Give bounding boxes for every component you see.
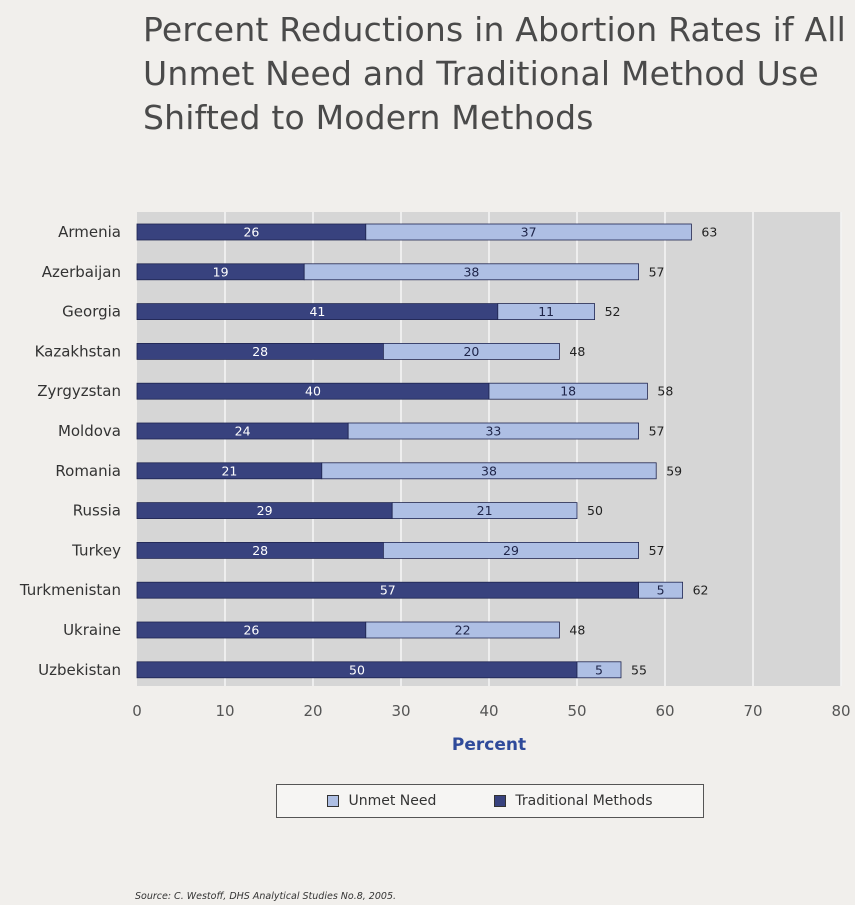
category-label-4: Zyrgyzstan bbox=[37, 382, 121, 400]
x-tick-label-40: 40 bbox=[479, 702, 498, 720]
category-label-0: Armenia bbox=[58, 223, 121, 241]
bar-unmet-9 bbox=[638, 581, 683, 599]
data-label-traditional-10: 26 bbox=[243, 623, 259, 638]
data-label-unmet-0: 37 bbox=[521, 225, 537, 240]
legend-label-traditional-methods: Traditional Methods bbox=[515, 793, 653, 809]
data-label-total-10: 48 bbox=[569, 623, 585, 638]
data-label-total-0: 63 bbox=[701, 225, 717, 240]
category-label-1: Azerbaijan bbox=[42, 263, 121, 281]
legend-item-unmet-need: Unmet Need bbox=[327, 793, 436, 809]
data-label-traditional-8: 28 bbox=[252, 543, 268, 558]
legend: Unmet Need Traditional Methods bbox=[276, 784, 704, 818]
data-label-unmet-8: 29 bbox=[503, 543, 519, 558]
data-label-traditional-0: 26 bbox=[243, 225, 259, 240]
data-label-unmet-5: 33 bbox=[485, 424, 501, 439]
data-label-traditional-1: 19 bbox=[213, 264, 229, 279]
bar-unmet-3 bbox=[382, 342, 560, 360]
data-label-traditional-2: 41 bbox=[309, 304, 325, 319]
data-label-total-6: 59 bbox=[666, 463, 682, 478]
data-label-unmet-9: 5 bbox=[657, 583, 665, 598]
chart-title: Percent Reductions in Abortion Rates if … bbox=[143, 8, 848, 140]
category-label-10: Ukraine bbox=[63, 621, 121, 639]
data-label-unmet-3: 20 bbox=[463, 344, 479, 359]
x-tick-label-10: 10 bbox=[215, 702, 234, 720]
data-label-traditional-5: 24 bbox=[235, 424, 251, 439]
data-label-total-2: 52 bbox=[605, 304, 621, 319]
x-tick-label-60: 60 bbox=[655, 702, 674, 720]
data-label-total-4: 58 bbox=[657, 384, 673, 399]
legend-label-unmet-need: Unmet Need bbox=[348, 793, 437, 809]
data-label-traditional-3: 28 bbox=[252, 344, 268, 359]
category-label-11: Uzbekistan bbox=[38, 661, 121, 679]
legend-swatch-unmet-need bbox=[327, 795, 340, 807]
y-axis-labels: Armenia Azerbaijan Georgia Kazakhstan Zyrgyz… bbox=[19, 223, 121, 679]
data-label-total-9: 62 bbox=[693, 583, 709, 598]
x-tick-label-50: 50 bbox=[567, 702, 586, 720]
bar-unmet-2 bbox=[497, 303, 595, 321]
data-label-unmet-2: 11 bbox=[538, 304, 554, 319]
title-line-1: Percent Reductions in Abortion Rates if … bbox=[143, 10, 847, 49]
x-tick-label-0: 0 bbox=[132, 702, 142, 720]
data-label-traditional-4: 40 bbox=[305, 384, 321, 399]
bar-unmet-8 bbox=[382, 542, 639, 559]
bar-unmet-0 bbox=[365, 223, 692, 241]
legend-swatch-traditional-methods bbox=[494, 795, 507, 807]
data-label-total-11: 55 bbox=[631, 662, 647, 677]
x-axis-ticks: 0 10 20 30 40 50 60 70 80 bbox=[132, 702, 850, 720]
data-label-traditional-7: 29 bbox=[257, 503, 273, 518]
bar-unmet-6 bbox=[321, 462, 657, 480]
bar-unmet-1 bbox=[303, 263, 640, 281]
gridlines bbox=[224, 212, 842, 686]
x-tick-label-20: 20 bbox=[303, 702, 322, 720]
legend-item-traditional-methods: Traditional Methods bbox=[494, 793, 653, 809]
data-label-total-8: 57 bbox=[649, 543, 665, 558]
bars: 26 37 63 19 38 57 41 11 52 28 20 48 40 18 58 24 33 57 21 38… bbox=[136, 223, 717, 679]
data-label-unmet-7: 21 bbox=[477, 503, 493, 518]
data-label-unmet-1: 38 bbox=[463, 264, 479, 279]
x-tick-label-70: 70 bbox=[743, 702, 762, 720]
category-label-5: Moldova bbox=[58, 422, 121, 440]
bar-unmet-5 bbox=[347, 422, 640, 440]
data-label-unmet-10: 22 bbox=[455, 623, 471, 638]
category-label-8: Turkey bbox=[71, 541, 121, 559]
bar-unmet-10 bbox=[365, 621, 560, 639]
category-label-9: Turkmenistan bbox=[19, 581, 121, 599]
title-line-2: Unmet Need and Traditional Method Use bbox=[143, 54, 819, 93]
data-label-total-5: 57 bbox=[649, 424, 665, 439]
category-label-6: Romania bbox=[55, 462, 121, 480]
bar-unmet-4 bbox=[488, 382, 648, 400]
data-label-traditional-11: 50 bbox=[349, 662, 365, 677]
category-label-3: Kazakhstan bbox=[35, 342, 121, 360]
bar-unmet-11 bbox=[576, 661, 622, 679]
data-label-unmet-6: 38 bbox=[481, 463, 497, 478]
data-label-total-3: 48 bbox=[569, 344, 585, 359]
x-tick-label-30: 30 bbox=[391, 702, 410, 720]
x-tick-label-80: 80 bbox=[831, 702, 850, 720]
bar-unmet-7 bbox=[391, 502, 578, 520]
data-label-traditional-6: 21 bbox=[221, 463, 237, 478]
category-label-2: Georgia bbox=[62, 303, 121, 321]
title-line-3: Shifted to Modern Methods bbox=[143, 98, 594, 137]
source-note: Source: C. Westoff, DHS Analytical Studi… bbox=[135, 891, 397, 902]
data-label-unmet-11: 5 bbox=[595, 662, 603, 677]
data-label-total-1: 57 bbox=[649, 264, 665, 279]
category-label-7: Russia bbox=[73, 502, 121, 520]
data-label-traditional-9: 57 bbox=[380, 583, 396, 598]
data-label-total-7: 50 bbox=[587, 503, 603, 518]
x-axis-title: Percent bbox=[451, 735, 527, 755]
data-label-unmet-4: 18 bbox=[560, 384, 576, 399]
